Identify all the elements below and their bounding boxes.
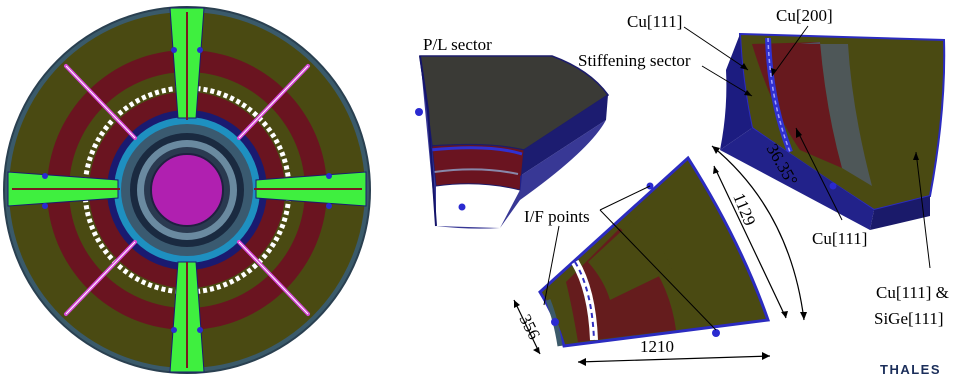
full-disc-view [3,6,371,374]
dim-356-label: 356 [515,311,544,342]
leader-lines [543,25,931,331]
dimension-arrows [513,145,805,363]
cu111-sige-label-line2: SiGe[111] [874,309,944,328]
cu111-sige-label-line1: Cu[111] & [876,283,949,302]
thales-logo: THALES [880,362,941,377]
central-core [150,153,224,227]
pl-sector-model [415,55,610,229]
dimensioned-sector-model [538,155,771,348]
dim-1129-label: 1129 [729,190,759,228]
cu111-mid-label: Cu[111] [812,229,867,248]
cu111-top-label: Cu[111] [627,12,682,31]
cu200-label: Cu[200] [776,6,833,25]
dim-1210-label: 1210 [640,337,674,356]
if-points-label: I/F points [524,207,590,226]
stiffening-sector-label: Stiffening sector [578,51,691,70]
pl-sector-label: P/L sector [423,35,492,54]
